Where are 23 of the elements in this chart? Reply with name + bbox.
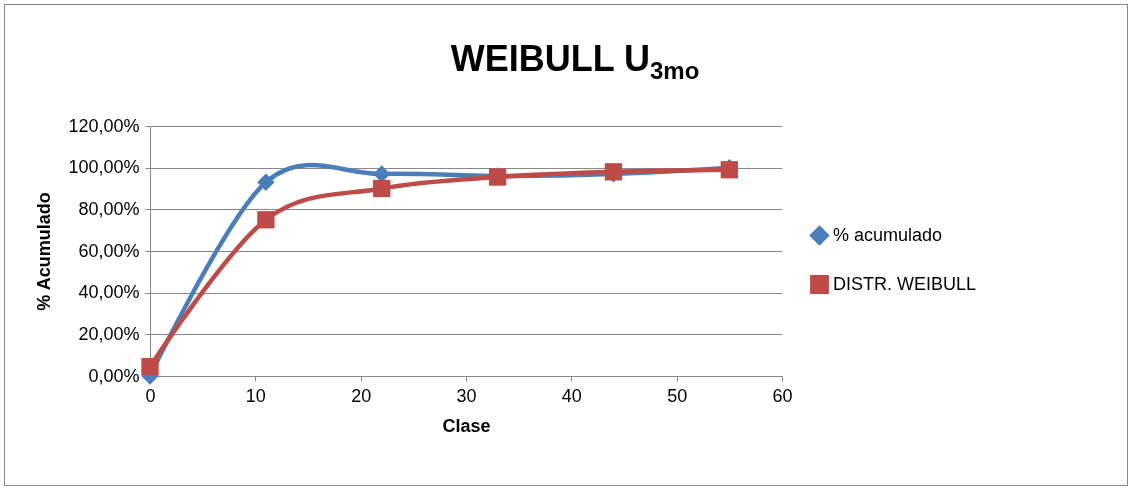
y-axis-title: % Acumulado	[34, 192, 55, 311]
legend-label: % acumulado	[833, 224, 943, 245]
x-tick-label: 0	[145, 385, 156, 406]
y-tick-label: 80,00%	[78, 198, 140, 219]
point	[141, 357, 159, 376]
x-tick-label: 10	[245, 385, 266, 406]
x-axis-title: Clase	[442, 415, 491, 436]
y-tick-label: 20,00%	[78, 323, 140, 344]
y-tick-label: 120,00%	[68, 115, 140, 136]
point	[257, 211, 275, 229]
legend-label: DISTR. WEIBULL	[833, 273, 977, 294]
x-tick-label: 20	[351, 385, 372, 406]
point	[257, 173, 275, 191]
x-tick-label: 50	[667, 385, 688, 406]
x-tick-label: 30	[456, 385, 477, 406]
point	[373, 179, 391, 198]
y-tick-label: 60,00%	[78, 240, 140, 261]
y-tick-label: 40,00%	[78, 282, 140, 303]
chart-title: WEIBULL U$_{3mo}$	[449, 38, 701, 86]
y-tick-label: 0,00%	[88, 365, 140, 386]
x-tick-label: 60	[772, 385, 793, 406]
y-tick-label: 100,00%	[68, 157, 140, 178]
x-tick-label: 40	[561, 385, 582, 406]
